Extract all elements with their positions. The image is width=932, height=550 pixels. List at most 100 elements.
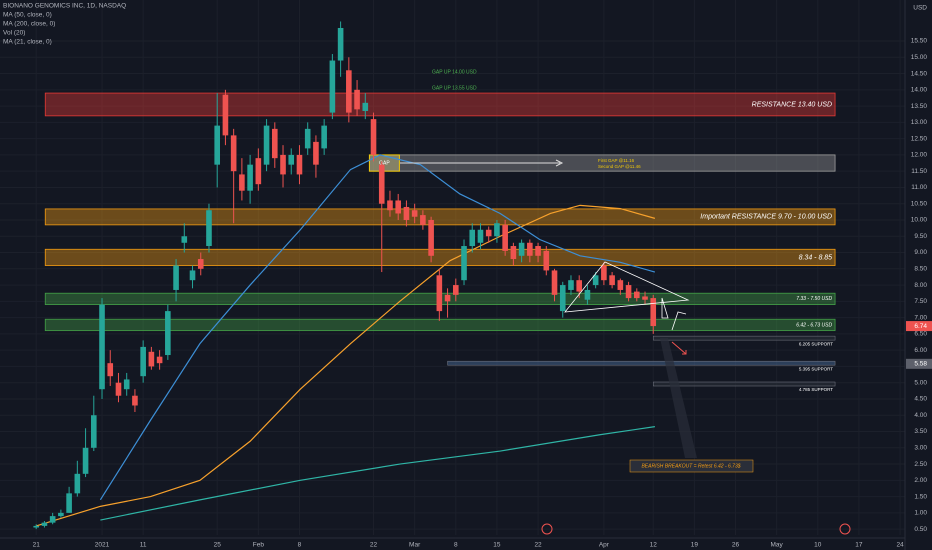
candle-body	[296, 154, 303, 175]
legend-item: MA (50, close, 0)	[3, 12, 52, 19]
y-tick-label: 15.00	[911, 54, 928, 61]
candle-body	[214, 125, 220, 165]
y-tick-label: 12.50	[911, 135, 928, 142]
zone-label: 6.42 - 6.73 USD	[796, 322, 832, 328]
y-tick-label: 13.50	[911, 103, 928, 110]
candle-body	[420, 215, 426, 225]
y-tick-label: 3.00	[914, 445, 927, 452]
y-tick-label: 14.00	[911, 87, 928, 94]
candle-body	[354, 89, 360, 110]
candle-body	[58, 512, 64, 517]
candle-body	[527, 242, 533, 256]
bearish-arrow	[671, 341, 687, 355]
y-tick-label: 5.00	[914, 379, 927, 386]
triangle	[564, 261, 690, 313]
candle-body	[346, 70, 352, 113]
y-tick-label: 9.00	[914, 249, 927, 256]
y-tick-label: 8.00	[914, 282, 927, 289]
legend-item: MA (21, close, 0)	[3, 39, 52, 46]
symbol: BIONANO GENOMICS INC, 1D, NASDAQ	[3, 3, 126, 10]
support-line	[652, 335, 836, 341]
y-tick-label: 6.50	[914, 331, 927, 338]
x-tick-label: 11	[140, 542, 147, 549]
zone-label: 8.34 - 8.85	[799, 254, 833, 261]
x-tick-label: 24	[896, 542, 904, 549]
zone-label: RESISTANCE 13.40 USD	[752, 101, 832, 108]
zone	[44, 318, 836, 332]
callout-pointer	[660, 338, 697, 458]
x-tick-label: Feb	[253, 542, 265, 549]
y-tick-label: 0.50	[914, 526, 927, 533]
candle-body	[601, 265, 607, 281]
annotation: GAP UP 13.55 USD	[432, 85, 477, 91]
candle-body	[494, 223, 500, 237]
y-tick-label: 7.00	[914, 314, 927, 321]
candle-body	[189, 270, 196, 281]
candle-body	[444, 294, 451, 302]
y-tick-label: 7.50	[914, 298, 927, 305]
x-tick-label: 25	[214, 542, 222, 549]
candle-body	[304, 128, 311, 149]
candle-body	[625, 285, 632, 299]
legend-item: Vol (20)	[3, 30, 25, 37]
candle-body	[313, 141, 319, 165]
candle-body	[395, 200, 401, 214]
price-badge-label: 6.74	[914, 323, 927, 330]
candle-body	[263, 125, 270, 165]
y-tick-label: 2.00	[914, 477, 927, 484]
candle-body	[584, 289, 591, 300]
candle-body	[378, 164, 385, 204]
zone-label: Important RESISTANCE 9.70 - 10.00 USD	[700, 214, 832, 221]
x-tick-label: 19	[691, 542, 699, 549]
x-tick-label: 22	[370, 542, 378, 549]
candle-body	[518, 242, 525, 256]
y-tick-label: 11.50	[911, 168, 927, 175]
candle-body	[337, 27, 344, 61]
annotation: First GAP @11.16	[598, 158, 635, 163]
candle-body	[609, 275, 615, 286]
support-line	[652, 381, 836, 387]
x-tick-label: 8	[298, 542, 302, 549]
event-icon	[839, 523, 851, 535]
candle-body	[502, 224, 508, 251]
annotation: GAP UP 14.00 USD	[432, 69, 477, 75]
candle-body	[477, 229, 484, 243]
candle-body	[280, 154, 286, 175]
zone	[44, 92, 836, 117]
price-badge	[906, 358, 932, 369]
candle-body	[173, 265, 179, 290]
x-tick-label: Mar	[409, 542, 421, 549]
candle-body	[156, 356, 163, 364]
y-tick-label: 10.00	[911, 217, 928, 224]
candle-body	[362, 102, 369, 111]
plot	[33, 21, 657, 530]
candle-body	[74, 473, 81, 494]
price-badge-label: 5.58	[914, 361, 927, 368]
candle-body	[617, 280, 624, 290]
candle-body	[551, 270, 558, 295]
candle-body	[99, 304, 105, 390]
candle-body	[461, 246, 467, 281]
candle-body	[123, 379, 130, 390]
candle-body	[90, 415, 97, 448]
candle-body	[469, 229, 476, 247]
y-tick-label: 1.50	[914, 493, 927, 500]
candle-body	[370, 119, 377, 155]
projection	[661, 297, 687, 331]
candle-body	[576, 280, 582, 292]
candle-body	[247, 164, 253, 191]
candle-body	[387, 200, 393, 211]
zone	[44, 248, 836, 266]
support-line	[447, 360, 836, 366]
x-tick-label: 26	[732, 542, 740, 549]
y-tick-label: 3.50	[914, 428, 927, 435]
support-label: 6.205 SUPPORT	[799, 341, 833, 346]
candle-body	[642, 296, 648, 300]
y-tick-label: 6.00	[914, 347, 927, 354]
moving-average	[100, 426, 655, 521]
zone-label: 7.33 - 7.50 USD	[796, 296, 832, 302]
candle-body	[255, 158, 262, 185]
y-tick-label: 11.00	[911, 184, 927, 191]
callout-text: BEARISH BREAKOUT = Retest 6.42 - 6.73$	[641, 463, 740, 469]
arrow-head	[555, 159, 564, 167]
